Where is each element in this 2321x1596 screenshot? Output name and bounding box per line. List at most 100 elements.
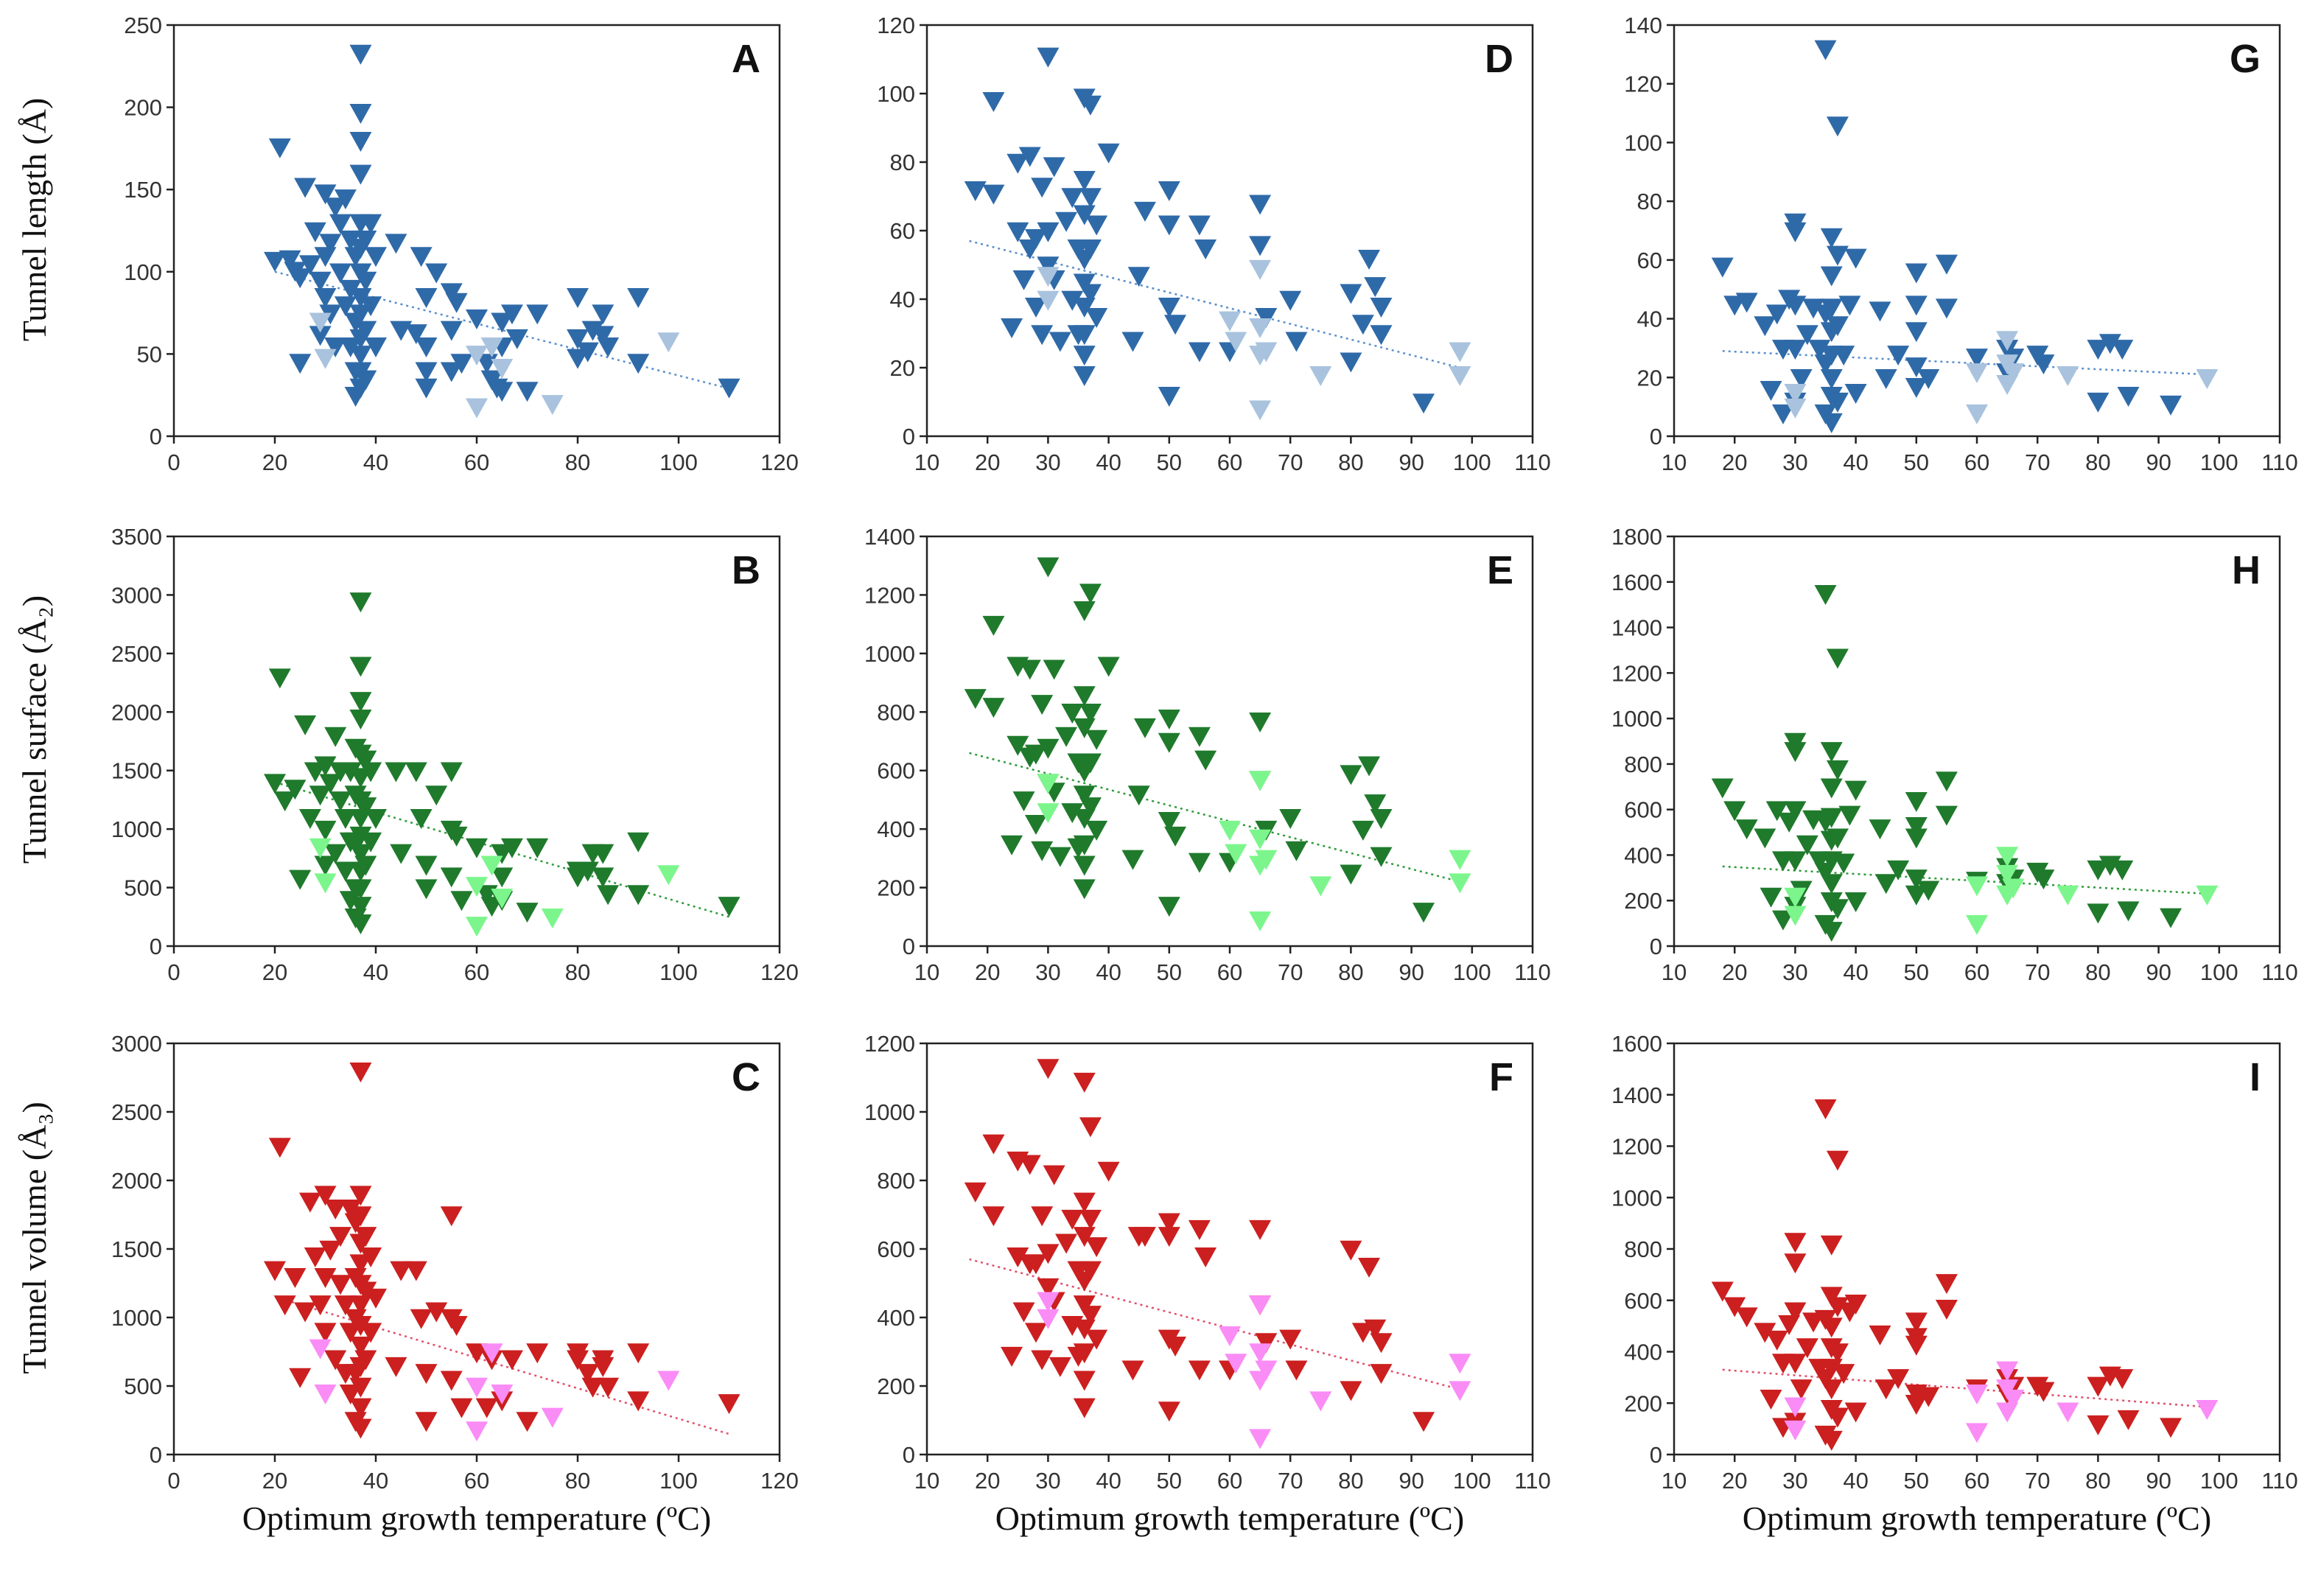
data-point xyxy=(273,791,296,812)
data-point xyxy=(1158,732,1180,753)
data-point xyxy=(1043,659,1065,680)
data-point xyxy=(1723,1297,1746,1317)
data-point xyxy=(309,785,332,806)
data-point xyxy=(349,844,372,864)
data-point xyxy=(1340,352,1362,373)
data-point xyxy=(718,1394,741,1415)
data-point xyxy=(526,1343,549,1364)
data-point xyxy=(1055,1233,1078,1254)
data-point xyxy=(982,615,1005,636)
trend-line xyxy=(1722,350,2208,376)
x-tick-label: 100 xyxy=(2200,1468,2238,1494)
data-point xyxy=(1097,143,1120,164)
data-point xyxy=(1844,248,1867,269)
data-point xyxy=(576,342,599,363)
data-point xyxy=(1073,686,1096,707)
data-point xyxy=(466,309,488,330)
data-point xyxy=(1158,386,1180,407)
data-point xyxy=(1905,263,1928,284)
data-point xyxy=(2056,1402,2079,1423)
y-tick-label: 1000 xyxy=(864,1099,915,1125)
data-point xyxy=(349,1398,372,1418)
data-point xyxy=(1079,284,1102,304)
data-point xyxy=(1905,1312,1928,1333)
data-point xyxy=(354,1350,377,1371)
y-tick-label: 60 xyxy=(890,218,915,244)
data-point xyxy=(576,861,599,882)
x-tick-label: 20 xyxy=(1722,449,1747,475)
data-point xyxy=(339,337,362,357)
data-point xyxy=(1249,1343,1272,1364)
data-point xyxy=(349,346,372,366)
data-point xyxy=(440,321,463,341)
data-point xyxy=(284,780,307,800)
data-point xyxy=(1820,808,1843,828)
data-point xyxy=(1309,876,1332,897)
data-point xyxy=(1905,295,1928,316)
data-point xyxy=(1874,369,1897,390)
data-point xyxy=(314,288,337,309)
data-point xyxy=(1249,1219,1272,1240)
data-point xyxy=(1085,1237,1108,1258)
panel-I: 10 20 30 40 50 60 70 80 90 100 110 0 200 400 600 800 100… xyxy=(1611,1031,2298,1537)
data-point xyxy=(314,873,337,894)
data-point xyxy=(365,809,387,830)
panel-G: 10 20 30 40 50 60 70 80 90 100 110 0 20 40 60 80 100 120 1… xyxy=(1624,13,2297,475)
data-point xyxy=(349,657,372,677)
data-point xyxy=(1735,819,1758,840)
data-point xyxy=(349,897,372,917)
data-point xyxy=(1966,914,1988,935)
data-point xyxy=(1996,1361,2019,1382)
data-point xyxy=(360,832,382,853)
data-point xyxy=(349,1206,372,1227)
x-tick-label: 100 xyxy=(1453,959,1491,985)
data-point xyxy=(1935,254,1958,275)
data-point xyxy=(354,1227,377,1247)
data-point xyxy=(349,709,372,729)
data-point xyxy=(1935,805,1958,826)
data-point xyxy=(284,1267,307,1288)
data-point xyxy=(1820,1359,1843,1379)
data-point xyxy=(592,326,615,346)
data-point xyxy=(1784,742,1807,763)
data-point xyxy=(445,293,468,313)
data-point xyxy=(1966,1385,1988,1405)
y-tick-label: 0 xyxy=(150,1442,162,1468)
data-point xyxy=(1055,211,1078,232)
data-point xyxy=(1085,729,1108,750)
x-tick-label: 100 xyxy=(2200,449,2238,475)
data-point xyxy=(1790,369,1813,390)
y-tick-label: 1200 xyxy=(1611,660,1662,686)
data-point xyxy=(2117,901,2140,922)
y-tick-label: 0 xyxy=(1650,424,1662,449)
data-point xyxy=(466,1377,488,1398)
data-point xyxy=(1031,695,1054,715)
data-point xyxy=(1309,1391,1332,1412)
data-point xyxy=(516,1412,539,1432)
data-point xyxy=(1073,601,1096,622)
data-point xyxy=(1370,1364,1393,1385)
y-tick-label: 500 xyxy=(124,1373,162,1399)
data-point xyxy=(349,164,372,185)
panel-letter: I xyxy=(2250,1055,2261,1099)
data-point xyxy=(1043,1165,1065,1186)
data-point xyxy=(1079,1117,1102,1138)
data-point xyxy=(1905,377,1928,398)
data-point xyxy=(415,855,438,876)
x-tick-label: 20 xyxy=(262,959,287,985)
data-point xyxy=(1784,1420,1807,1441)
data-point xyxy=(1966,363,1988,384)
data-point xyxy=(329,1227,352,1247)
data-point xyxy=(2002,363,2025,384)
data-point xyxy=(2196,1399,2219,1420)
data-point xyxy=(324,1350,347,1371)
y-tick-label: 0 xyxy=(903,424,915,449)
data-point xyxy=(289,268,312,289)
data-point xyxy=(1820,874,1843,895)
data-point xyxy=(1754,1323,1776,1343)
data-point xyxy=(365,337,387,357)
data-point xyxy=(1966,1423,1988,1443)
x-tick-label: 90 xyxy=(1398,959,1424,985)
data-point xyxy=(1838,295,1861,316)
data-point xyxy=(2196,369,2219,390)
